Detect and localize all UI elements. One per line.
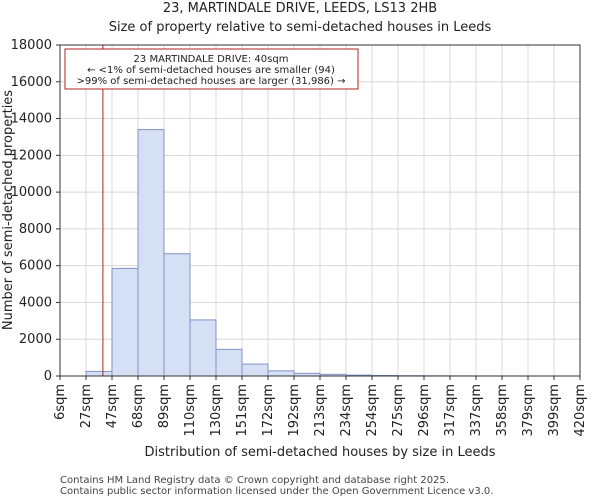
footer-line-2: Contains public sector information licen… bbox=[60, 486, 493, 497]
x-tick-label-420sqm: 420sqm bbox=[573, 384, 588, 437]
annotation-line-1: 23 MARTINDALE DRIVE: 40sqm bbox=[134, 54, 289, 65]
chart-subtitle: Size of property relative to semi-detach… bbox=[109, 20, 492, 35]
x-tick-label-317sqm: 317sqm bbox=[443, 384, 458, 437]
x-tick-label-337sqm: 337sqm bbox=[469, 384, 484, 437]
x-tick-label-399sqm: 399sqm bbox=[547, 384, 562, 437]
x-tick-label-254sqm: 254sqm bbox=[365, 384, 380, 437]
x-axis-label: Distribution of semi-detached houses by … bbox=[145, 445, 496, 460]
x-tick-label-358sqm: 358sqm bbox=[495, 384, 510, 437]
footer-line-1: Contains HM Land Registry data © Crown c… bbox=[60, 475, 449, 486]
y-axis-ticks: 0 2000 4000 6000 8000 10000 12000 14000 16000 180… bbox=[11, 38, 60, 384]
x-tick-label-275sqm: 275sqm bbox=[391, 384, 406, 437]
x-tick-label-27sqm: 27sqm bbox=[79, 384, 94, 428]
x-tick-label-234sqm: 234sqm bbox=[339, 384, 354, 437]
bar-151sqm bbox=[241, 363, 269, 377]
x-tick-label-130sqm: 130sqm bbox=[209, 384, 224, 437]
chart-title: 23, MARTINDALE DRIVE, LEEDS, LS13 2HB bbox=[163, 1, 437, 16]
x-tick-label-296sqm: 296sqm bbox=[417, 384, 432, 437]
x-tick-label-379sqm: 379sqm bbox=[521, 384, 536, 437]
x-tick-label-110sqm: 110sqm bbox=[183, 384, 198, 437]
bars bbox=[85, 129, 581, 377]
annotation-box bbox=[64, 48, 359, 90]
y-axis-label: Number of semi-detached properties bbox=[1, 90, 16, 330]
bar-68sqm bbox=[137, 129, 165, 377]
y-tick-label-9: 18000 bbox=[11, 38, 52, 53]
x-tick-label-68sqm: 68sqm bbox=[131, 384, 146, 428]
bar-110sqm bbox=[189, 319, 217, 377]
bar-172sqm bbox=[267, 370, 295, 377]
marker-annotation: 23 MARTINDALE DRIVE: 40sqm ← <1% of semi… bbox=[64, 48, 359, 90]
annotation-line-3: >99% of semi-detached houses are larger … bbox=[76, 76, 345, 87]
y-tick-label-0: 0 bbox=[44, 369, 52, 384]
x-tick-label-213sqm: 213sqm bbox=[313, 384, 328, 437]
y-tick-label-7: 14000 bbox=[11, 112, 52, 127]
bar-27sqm bbox=[85, 370, 113, 377]
y-tick-label-5: 10000 bbox=[11, 185, 52, 200]
bar-89sqm bbox=[163, 253, 191, 377]
x-tick-label-151sqm: 151sqm bbox=[235, 384, 250, 437]
x-axis-ticks: 6sqm 27sqm 47sqm 68sqm 89sqm 110sqm 130sqm 151s… bbox=[53, 376, 588, 437]
annotation-line-2: ← <1% of semi-detached houses are smalle… bbox=[87, 65, 335, 76]
x-tick-label-47sqm: 47sqm bbox=[105, 384, 120, 428]
bar-47sqm bbox=[111, 267, 139, 377]
y-tick-label-3: 6000 bbox=[19, 259, 52, 274]
x-tick-label-192sqm: 192sqm bbox=[287, 384, 302, 437]
y-tick-label-2: 4000 bbox=[19, 295, 52, 310]
bar-130sqm bbox=[215, 348, 243, 377]
x-tick-label-89sqm: 89sqm bbox=[157, 384, 172, 428]
x-tick-label-172sqm: 172sqm bbox=[261, 384, 276, 437]
y-tick-label-8: 16000 bbox=[11, 75, 52, 90]
y-tick-label-4: 8000 bbox=[19, 222, 52, 237]
y-tick-label-6: 12000 bbox=[11, 148, 52, 163]
y-tick-label-1: 2000 bbox=[19, 332, 52, 347]
x-tick-label-6sqm: 6sqm bbox=[53, 384, 68, 420]
